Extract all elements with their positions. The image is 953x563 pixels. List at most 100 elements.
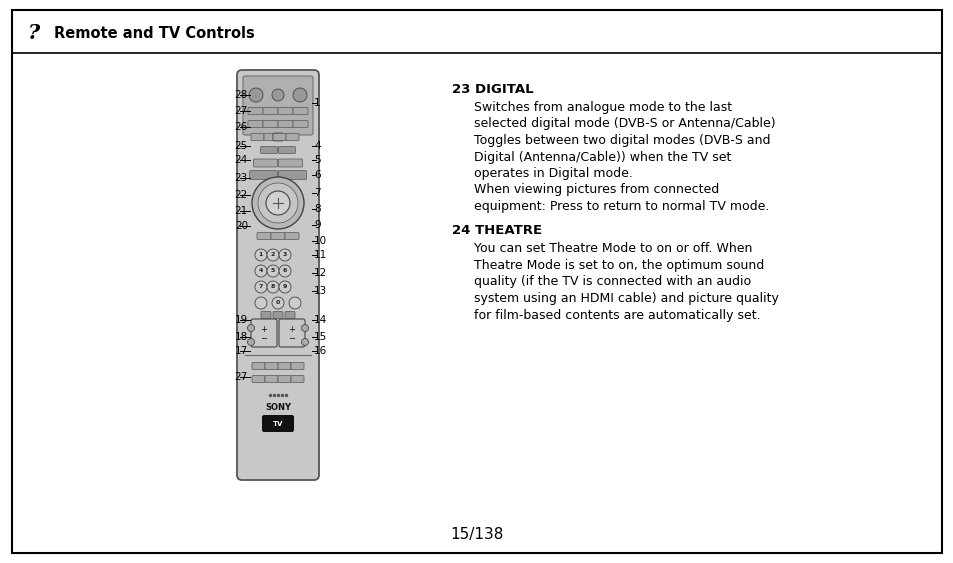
FancyBboxPatch shape — [12, 10, 941, 553]
Text: 8: 8 — [271, 284, 274, 289]
Text: Digital (Antenna/Cable)) when the TV set: Digital (Antenna/Cable)) when the TV set — [474, 150, 731, 163]
FancyBboxPatch shape — [250, 171, 277, 180]
Circle shape — [249, 88, 263, 102]
Text: 15/138: 15/138 — [450, 528, 503, 543]
Text: 13: 13 — [314, 286, 327, 296]
FancyBboxPatch shape — [277, 120, 293, 127]
FancyBboxPatch shape — [263, 108, 277, 114]
Text: 5: 5 — [271, 269, 274, 274]
Circle shape — [267, 281, 278, 293]
Circle shape — [278, 281, 291, 293]
FancyBboxPatch shape — [278, 159, 302, 167]
Text: 24: 24 — [234, 155, 248, 165]
Circle shape — [267, 265, 278, 277]
Text: 25: 25 — [234, 141, 248, 151]
FancyBboxPatch shape — [243, 76, 313, 135]
Circle shape — [247, 324, 254, 332]
FancyBboxPatch shape — [251, 133, 264, 141]
Text: 24 THEATRE: 24 THEATRE — [452, 225, 541, 238]
Text: +: + — [288, 324, 295, 333]
Circle shape — [301, 338, 308, 346]
Text: 26: 26 — [234, 122, 248, 132]
Text: 5: 5 — [314, 155, 320, 165]
Text: Toggles between two digital modes (DVB-S and: Toggles between two digital modes (DVB-S… — [474, 134, 770, 147]
FancyBboxPatch shape — [236, 70, 318, 480]
Circle shape — [278, 265, 291, 277]
Text: 14: 14 — [314, 315, 327, 325]
Text: 16: 16 — [314, 346, 327, 356]
Circle shape — [254, 265, 267, 277]
Text: You can set Theatre Mode to on or off. When: You can set Theatre Mode to on or off. W… — [474, 243, 752, 256]
Text: 4: 4 — [258, 269, 263, 274]
Text: 12: 12 — [314, 268, 327, 278]
FancyBboxPatch shape — [248, 120, 263, 127]
Circle shape — [254, 249, 267, 261]
FancyBboxPatch shape — [293, 108, 308, 114]
Circle shape — [278, 249, 291, 261]
Text: 23 DIGITAL: 23 DIGITAL — [452, 83, 533, 96]
Text: system using an HDMI cable) and picture quality: system using an HDMI cable) and picture … — [474, 292, 778, 305]
FancyBboxPatch shape — [277, 108, 293, 114]
Text: 7: 7 — [314, 188, 320, 198]
Text: operates in Digital mode.: operates in Digital mode. — [474, 167, 632, 180]
Text: selected digital mode (DVB-S or Antenna/Cable): selected digital mode (DVB-S or Antenna/… — [474, 118, 775, 131]
Circle shape — [254, 297, 267, 309]
Text: 9: 9 — [282, 284, 287, 289]
Circle shape — [252, 177, 304, 229]
Text: 7: 7 — [258, 284, 263, 289]
Text: SONY: SONY — [265, 404, 291, 413]
Circle shape — [266, 191, 290, 215]
Text: Remote and TV Controls: Remote and TV Controls — [54, 25, 254, 41]
Text: 28: 28 — [234, 90, 248, 100]
Text: 10: 10 — [314, 236, 327, 246]
FancyBboxPatch shape — [263, 120, 277, 127]
Text: 2: 2 — [271, 252, 274, 257]
FancyBboxPatch shape — [252, 376, 265, 382]
Text: 3: 3 — [282, 252, 287, 257]
Text: When viewing pictures from connected: When viewing pictures from connected — [474, 184, 719, 196]
FancyBboxPatch shape — [261, 311, 271, 319]
Text: 1: 1 — [258, 252, 263, 257]
Text: 21: 21 — [234, 206, 248, 216]
Text: 0: 0 — [275, 301, 280, 306]
Text: +: + — [260, 324, 267, 333]
FancyBboxPatch shape — [278, 171, 306, 180]
Text: 22: 22 — [234, 190, 248, 200]
Text: 6: 6 — [314, 170, 320, 180]
FancyBboxPatch shape — [265, 363, 277, 369]
Text: 18: 18 — [234, 332, 248, 342]
FancyBboxPatch shape — [293, 120, 308, 127]
FancyBboxPatch shape — [253, 159, 277, 167]
Text: 20: 20 — [234, 221, 248, 231]
Text: 4: 4 — [314, 141, 320, 151]
FancyBboxPatch shape — [271, 233, 285, 239]
Circle shape — [267, 249, 278, 261]
Text: 9: 9 — [314, 220, 320, 230]
Circle shape — [254, 281, 267, 293]
FancyBboxPatch shape — [264, 133, 276, 141]
FancyBboxPatch shape — [286, 133, 298, 141]
Text: for film-based contents are automatically set.: for film-based contents are automaticall… — [474, 309, 760, 321]
Text: 27: 27 — [234, 106, 248, 116]
Text: Theatre Mode is set to on, the optimum sound: Theatre Mode is set to on, the optimum s… — [474, 259, 763, 272]
Text: 8: 8 — [314, 204, 320, 214]
FancyBboxPatch shape — [273, 311, 283, 319]
Text: Switches from analogue mode to the last: Switches from analogue mode to the last — [474, 101, 731, 114]
Text: −: − — [260, 334, 267, 343]
Text: −: − — [288, 334, 295, 343]
FancyBboxPatch shape — [277, 376, 291, 382]
Circle shape — [301, 324, 308, 332]
Circle shape — [257, 183, 297, 223]
Text: 1: 1 — [314, 98, 320, 108]
FancyBboxPatch shape — [285, 311, 294, 319]
Text: TV: TV — [273, 421, 283, 427]
Text: 11: 11 — [314, 250, 327, 260]
Text: 27: 27 — [234, 372, 248, 382]
Circle shape — [247, 338, 254, 346]
FancyBboxPatch shape — [291, 363, 304, 369]
FancyBboxPatch shape — [277, 363, 291, 369]
FancyBboxPatch shape — [248, 108, 263, 114]
FancyBboxPatch shape — [291, 376, 304, 382]
FancyBboxPatch shape — [285, 233, 298, 239]
FancyBboxPatch shape — [265, 376, 277, 382]
